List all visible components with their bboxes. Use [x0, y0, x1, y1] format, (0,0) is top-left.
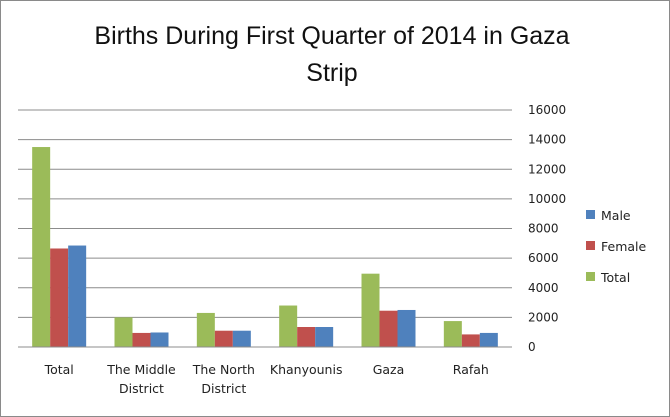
y-tick-label: 14000	[528, 133, 566, 147]
bar-male-0	[68, 245, 87, 347]
legend-label-male: Male	[601, 208, 631, 223]
legend-label-female: Female	[601, 239, 647, 254]
category-labels: Total The Middle District The North District…	[44, 362, 489, 396]
gridlines	[18, 109, 512, 318]
category-label: Gaza	[373, 362, 405, 377]
category-label: District	[119, 381, 164, 396]
bar-male-5	[479, 332, 498, 347]
axes: 0 2000 4000 6000 8000 10000 12000 14000 16000	[18, 103, 566, 354]
y-tick-label: 12000	[528, 162, 566, 176]
category-label: Rafah	[453, 362, 489, 377]
y-tick-label: 16000	[528, 103, 566, 117]
bar-female-5	[461, 334, 480, 347]
legend: Male Female Total	[586, 208, 647, 285]
y-tick-label: 0	[528, 340, 536, 354]
bar-male-1	[150, 332, 169, 347]
legend-swatch-male	[586, 210, 595, 219]
bar-total-2	[196, 312, 215, 347]
bar-female-3	[297, 327, 316, 347]
chart-title-line-1: Births During First Quarter of 2014 in G…	[94, 22, 569, 50]
y-tick-label: 8000	[528, 222, 559, 236]
chart-title-line-2: Strip	[306, 59, 357, 87]
category-label: District	[201, 381, 246, 396]
bar-total-5	[443, 321, 462, 347]
bar-male-2	[232, 330, 251, 347]
category-label: The Middle	[106, 362, 176, 377]
y-tick-label: 4000	[528, 281, 559, 295]
y-tick-label: 2000	[528, 310, 559, 324]
bar-total-4	[361, 273, 380, 347]
bar-total-0	[32, 147, 51, 347]
y-tick-label: 10000	[528, 192, 566, 206]
bar-female-1	[132, 332, 151, 347]
category-label: Khanyounis	[270, 362, 343, 377]
bar-male-4	[397, 309, 416, 347]
bar-female-2	[214, 330, 233, 347]
bars	[32, 147, 498, 347]
legend-swatch-female	[586, 241, 595, 250]
y-tick-label: 6000	[528, 251, 559, 265]
legend-label-total: Total	[600, 270, 630, 285]
bar-female-4	[379, 310, 398, 347]
bar-female-0	[50, 248, 69, 347]
legend-swatch-total	[586, 272, 595, 281]
bar-total-1	[114, 317, 133, 347]
category-label: The North	[192, 362, 255, 377]
bar-total-3	[279, 305, 298, 347]
bar-male-3	[315, 327, 334, 347]
category-label: Total	[44, 362, 74, 377]
